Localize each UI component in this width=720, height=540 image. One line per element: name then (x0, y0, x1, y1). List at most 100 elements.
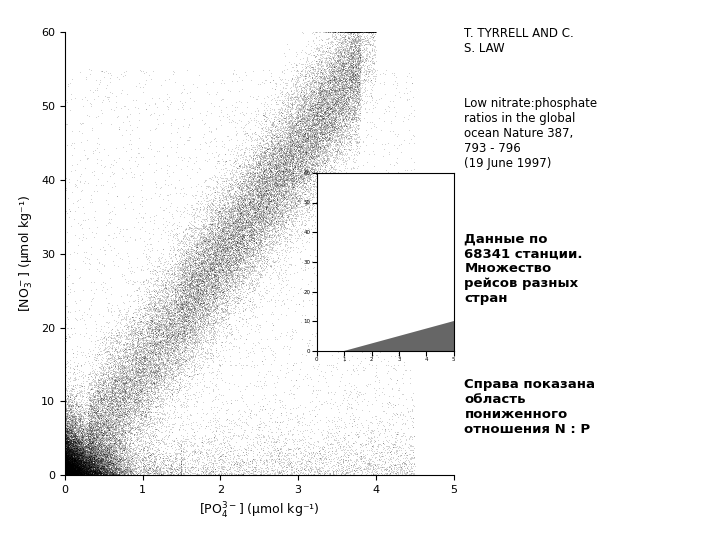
Point (297, 60, 309, 69)
Point (254, 243, 266, 252)
Point (67, 450, 78, 458)
Point (352, 33, 364, 42)
Point (297, 147, 308, 156)
Point (241, 180, 253, 188)
Point (95, 468, 107, 477)
Point (77, 454, 89, 462)
Point (168, 457, 180, 466)
Point (279, 200, 291, 209)
Point (215, 232, 226, 240)
Point (161, 294, 172, 302)
Point (61, 463, 73, 471)
Point (67, 404, 78, 413)
Point (59, 430, 71, 439)
Point (317, 463, 328, 471)
Point (233, 202, 245, 211)
Point (293, 123, 305, 131)
Point (232, 216, 243, 225)
Point (246, 135, 257, 144)
Point (293, 117, 305, 126)
Point (285, 94, 297, 103)
Point (212, 151, 223, 160)
Point (179, 317, 191, 326)
Point (63, 469, 75, 478)
Point (179, 245, 191, 253)
Point (132, 398, 144, 407)
Point (303, 176, 315, 185)
Point (168, 319, 179, 327)
Point (221, 203, 233, 212)
Point (60, 437, 72, 445)
Point (266, 213, 278, 221)
Point (289, 435, 300, 443)
Point (136, 181, 148, 190)
Point (320, 397, 332, 406)
Point (95, 430, 107, 438)
Point (96, 426, 107, 434)
Point (149, 433, 161, 441)
Point (120, 66, 131, 75)
Point (311, 468, 323, 476)
Point (73, 446, 84, 454)
Point (251, 219, 262, 227)
Point (84, 403, 96, 411)
Point (256, 291, 268, 299)
Point (210, 308, 222, 316)
Point (67, 466, 78, 475)
Point (338, 60, 350, 69)
Point (328, 55, 340, 64)
Point (100, 441, 112, 450)
Point (259, 194, 271, 203)
Point (310, 411, 321, 420)
Point (106, 426, 117, 434)
Point (207, 264, 218, 272)
Point (75, 417, 86, 426)
Point (265, 202, 276, 211)
Point (241, 252, 253, 261)
Point (357, 35, 369, 44)
Point (245, 259, 256, 267)
Point (124, 375, 135, 384)
Point (132, 406, 143, 415)
Point (307, 180, 318, 188)
Point (93, 389, 104, 398)
Point (63, 441, 75, 449)
Point (81, 470, 92, 478)
Point (157, 327, 168, 336)
Point (252, 190, 264, 199)
Point (123, 355, 135, 363)
Point (333, 56, 344, 64)
Point (87, 438, 99, 447)
Point (318, 95, 329, 104)
Point (292, 203, 303, 212)
Point (363, 28, 374, 37)
Point (337, 66, 348, 75)
Point (251, 201, 262, 210)
Point (111, 450, 122, 459)
Point (187, 297, 199, 306)
Point (67, 465, 78, 474)
Point (121, 419, 132, 428)
Point (326, 371, 338, 380)
Point (194, 420, 206, 428)
Point (66, 469, 78, 478)
Point (289, 160, 300, 169)
Point (106, 448, 117, 456)
Point (69, 443, 81, 451)
Point (63, 464, 74, 473)
Point (235, 228, 247, 237)
Point (101, 423, 112, 432)
Point (332, 144, 343, 153)
Point (71, 456, 83, 464)
Point (176, 333, 188, 342)
Point (152, 319, 163, 328)
Point (179, 336, 190, 345)
Point (329, 144, 341, 153)
Point (153, 360, 165, 368)
Point (75, 170, 86, 178)
Point (303, 133, 315, 141)
Point (66, 467, 77, 475)
Point (320, 69, 332, 78)
Point (81, 438, 93, 447)
Point (156, 323, 168, 332)
